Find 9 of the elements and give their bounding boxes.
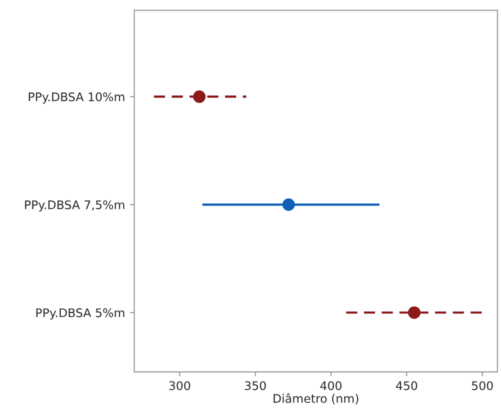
x-tick-label: 500 [472, 381, 493, 390]
x-tick-label: 400 [320, 381, 342, 390]
x-tick-label: 450 [396, 381, 418, 390]
y-tick-label: PPy.DBSA 10%m [28, 92, 124, 104]
y-tick-label: PPy.DBSA 5%m [36, 308, 124, 320]
x-tick-label: 350 [244, 381, 266, 390]
x-tick-label: 300 [169, 381, 190, 390]
x-axis-title: Diâmetro (nm) [274, 393, 358, 404]
y-tick-label: PPy.DBSA 7,5%m [25, 200, 124, 212]
